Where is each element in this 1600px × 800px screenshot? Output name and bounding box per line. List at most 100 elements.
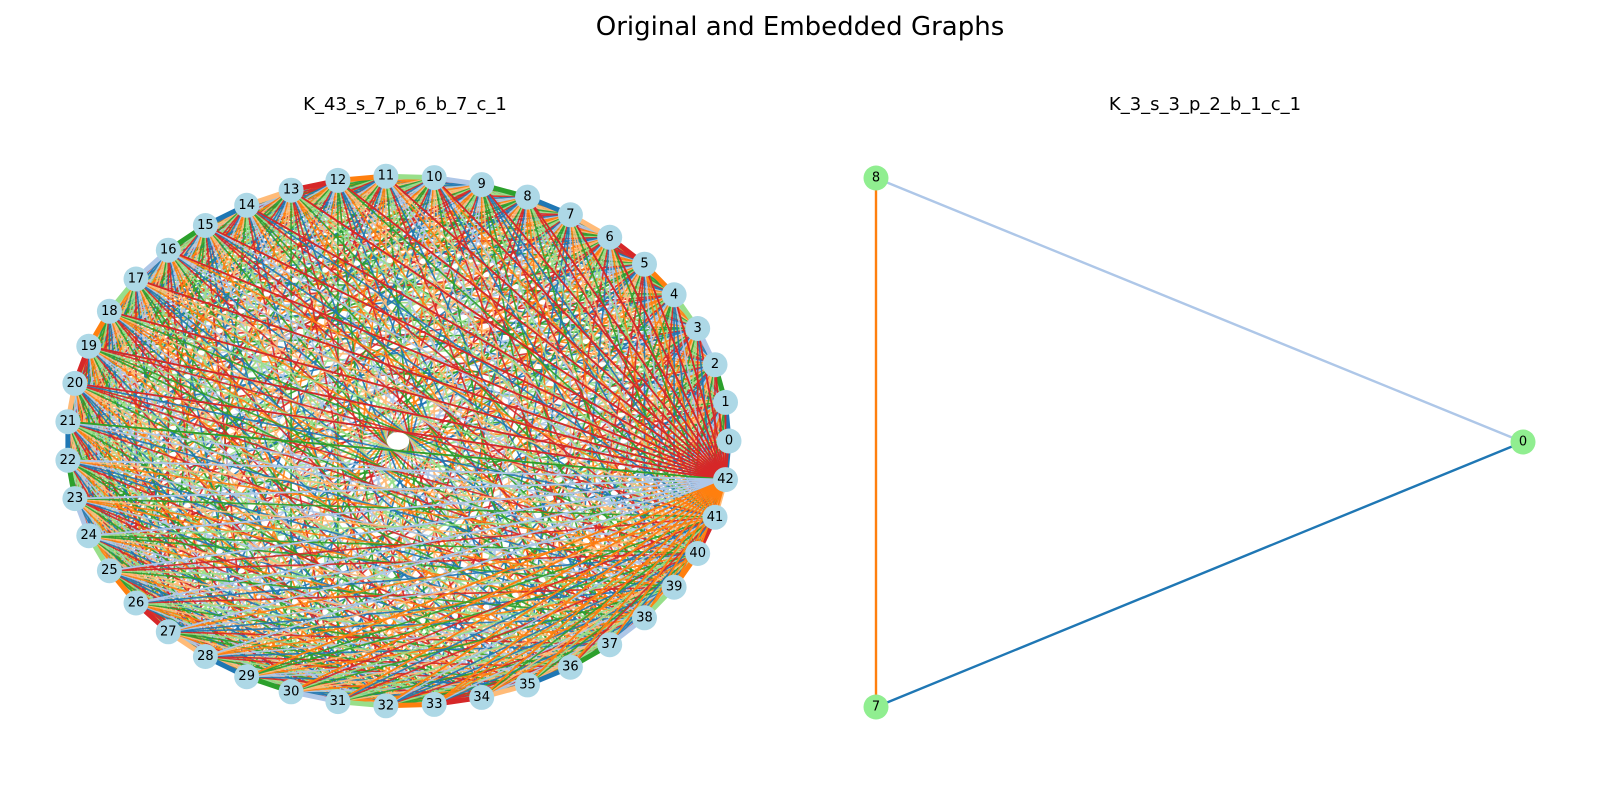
original-graph-hub-edge — [385, 175, 727, 481]
original-graph-node-2: 2 — [702, 352, 728, 378]
original-graph-edge — [168, 516, 716, 633]
svg-text:27: 27 — [160, 624, 177, 639]
original-graph-edge — [67, 196, 528, 461]
svg-text:23: 23 — [67, 491, 84, 506]
original-graph-edge — [480, 263, 646, 698]
original-graph-hub-edge — [290, 478, 726, 693]
original-graph-hub-edge — [205, 224, 726, 481]
original-graph-edge — [290, 586, 675, 693]
embedded-graph-edge-8-0 — [875, 176, 1524, 444]
svg-text:34: 34 — [473, 690, 490, 705]
original-graph-node-0: 0 — [716, 428, 742, 454]
svg-text:42: 42 — [717, 472, 734, 487]
svg-text:9: 9 — [478, 177, 486, 192]
original-graph-hub-edge — [433, 478, 727, 706]
original-graph-node-20: 20 — [62, 370, 88, 396]
svg-text:20: 20 — [67, 376, 84, 391]
embedded-graph-node-7: 7 — [863, 694, 889, 720]
original-graph-edge — [526, 516, 716, 686]
original-graph-edge — [337, 179, 716, 518]
original-graph-node-3: 3 — [685, 316, 711, 341]
svg-text:13: 13 — [283, 183, 300, 198]
original-graph-edge — [167, 249, 292, 693]
original-graph-hub-edge — [135, 278, 726, 481]
original-graph-edge — [433, 294, 675, 705]
svg-text:25: 25 — [101, 563, 118, 578]
svg-text:10: 10 — [426, 170, 443, 185]
original-graph-hub-edge — [643, 263, 727, 480]
svg-text:22: 22 — [60, 453, 77, 468]
original-graph-node-40: 40 — [685, 541, 711, 566]
original-graph-node-17: 17 — [123, 266, 149, 292]
svg-text:38: 38 — [636, 610, 653, 625]
svg-text:21: 21 — [60, 414, 77, 429]
svg-text:8: 8 — [523, 190, 531, 205]
original-graph-nodes: 0123456789101112131415161718192021222324… — [55, 163, 742, 719]
original-graph-node-9: 9 — [469, 172, 495, 198]
figure-title: Original and Embedded Graphs — [595, 12, 1005, 42]
original-graph-edge — [168, 617, 645, 633]
original-graph-node-31: 31 — [325, 689, 351, 715]
original-graph-edge — [135, 586, 675, 604]
original-graph-node-30: 30 — [278, 679, 304, 705]
original-graph-edge — [168, 631, 571, 668]
original-graph-hub-edge — [246, 478, 726, 678]
original-graph-hub-edge — [337, 179, 727, 481]
svg-text:41: 41 — [707, 510, 724, 525]
original-graph-hub-edge — [643, 479, 727, 619]
svg-text:24: 24 — [81, 528, 98, 543]
svg-text:39: 39 — [666, 580, 683, 595]
original-graph-node-33: 33 — [421, 691, 447, 717]
original-graph-hub-edge — [135, 478, 726, 604]
svg-text:14: 14 — [238, 198, 255, 213]
original-graph-edge — [109, 294, 675, 313]
embedded-graph-nodes: 8 0 7 — [863, 165, 1536, 720]
original-graph-edge — [290, 516, 716, 693]
svg-text:32: 32 — [378, 698, 395, 713]
original-graph-edge — [205, 586, 675, 658]
original-graph-hub-edge — [385, 478, 726, 707]
original-graph-edge — [481, 516, 716, 699]
svg-text:4: 4 — [670, 287, 678, 302]
original-graph-edge — [108, 310, 387, 707]
original-graph-edge — [88, 516, 716, 537]
original-graph-edge — [433, 586, 675, 706]
original-graph-node-23: 23 — [62, 486, 88, 512]
original-graph-edge — [205, 224, 716, 518]
original-graph-edge — [246, 516, 716, 678]
original-graph-node-38: 38 — [632, 605, 657, 631]
original-graph-edge — [481, 552, 699, 699]
original-graph-node-18: 18 — [96, 298, 122, 324]
original-graph-hub-edge — [246, 204, 726, 481]
svg-text:29: 29 — [238, 669, 255, 684]
original-graph-node-39: 39 — [661, 574, 687, 600]
original-graph-node-4: 4 — [661, 282, 687, 308]
svg-text:8: 8 — [872, 171, 880, 186]
embedded-graph-edge-0-7 — [875, 440, 1524, 709]
original-graph-edge — [290, 189, 646, 619]
original-graph-edge — [205, 552, 698, 658]
original-graph-node-28: 28 — [192, 644, 218, 669]
original-graph-hub-edge — [74, 382, 726, 481]
original-graph-hub-edge — [526, 478, 727, 686]
original-graph-edge — [569, 516, 716, 668]
original-graph-hub-edge — [67, 420, 726, 481]
original-graph-node-12: 12 — [325, 167, 351, 193]
original-graph-node-8: 8 — [515, 184, 540, 210]
svg-text:12: 12 — [330, 173, 347, 188]
original-graph-node-27: 27 — [155, 619, 181, 645]
original-graph-edge — [135, 278, 339, 702]
original-graph-node-32: 32 — [373, 693, 399, 719]
original-graph-hub-edge — [569, 214, 727, 481]
original-graph-hub-edge — [88, 478, 726, 537]
original-graph-node-35: 35 — [515, 672, 540, 698]
original-graph-hub-edge — [608, 236, 727, 480]
original-graph-edge — [246, 617, 645, 678]
original-graph-edge — [526, 196, 716, 518]
original-graph-hub-edge — [109, 310, 726, 481]
original-graph-edge — [337, 516, 716, 703]
original-graph-node-6: 6 — [597, 224, 623, 250]
original-graph-hub-edge — [337, 478, 726, 703]
original-graph-hub-edge — [74, 478, 726, 500]
original-graph-node-21: 21 — [55, 409, 81, 435]
